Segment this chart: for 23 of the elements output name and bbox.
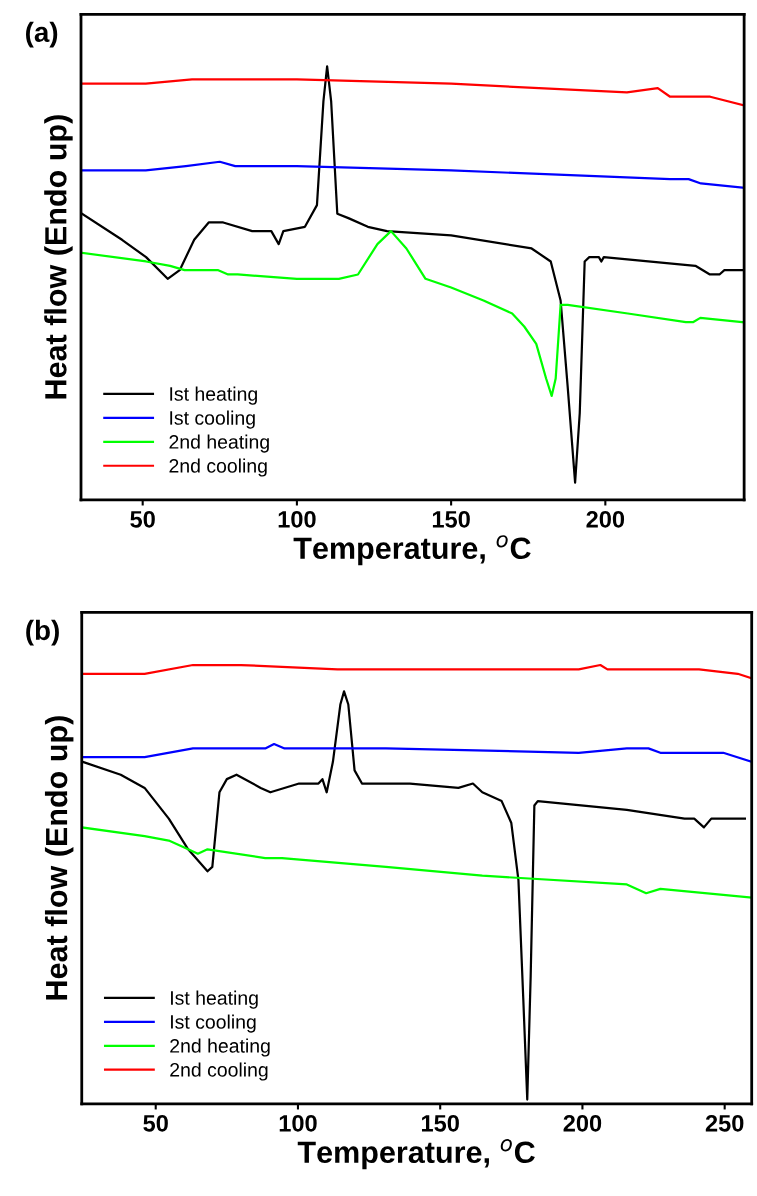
legend-label: 2nd heating [169,434,269,453]
y-axis-title: Heat flow (Endo up) [44,115,73,399]
legend-label: 2nd cooling [170,1062,268,1081]
x-tick-label: 50 [143,1114,168,1132]
x-tick-label: 50 [130,510,155,528]
x-tick-label: 150 [432,510,470,528]
text: (b) [26,619,59,646]
legend-label: Ist cooling [171,1014,256,1033]
legend-label: Ist cooling [170,410,255,429]
x-axis-title: Temperature, $^{o}$C [297,1139,535,1170]
legend-label: 2nd heating [170,1038,270,1057]
x-tick-label: 150 [421,1114,459,1132]
x-tick-label: 250 [705,1114,744,1132]
x-tick-label: 100 [279,1114,317,1132]
text: (a) [26,21,58,48]
legend-label: Ist heating [171,990,258,1009]
legend-label: Ist heating [170,386,257,405]
x-tick-label: 200 [563,1114,602,1132]
legend-label: 2nd cooling [169,458,267,477]
x-tick-label: 200 [586,510,625,528]
x-axis-title: Temperature, $^{o}$C [293,535,531,566]
x-tick-label: 100 [278,510,316,528]
y-axis-title: Heat flow (Endo up) [44,716,74,1000]
